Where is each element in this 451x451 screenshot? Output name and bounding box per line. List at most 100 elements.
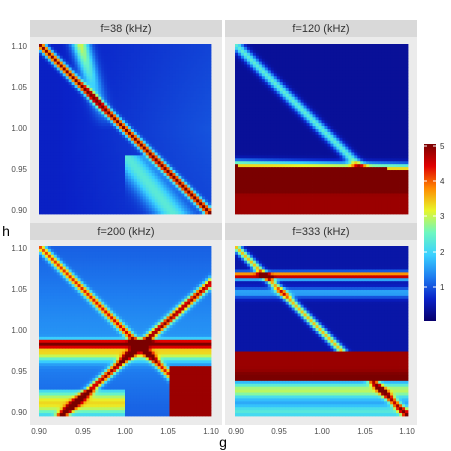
- heatmap-cell: [300, 172, 304, 177]
- heatmap-cell: [160, 82, 164, 86]
- heatmap-cell: [41, 199, 46, 203]
- heatmap-cell: [240, 129, 245, 133]
- heatmap-cell: [86, 87, 90, 92]
- heatmap-cell: [44, 178, 49, 183]
- heatmap-cell: [181, 193, 185, 197]
- heatmap-cell: [101, 208, 105, 212]
- heatmap-cell: [288, 187, 293, 191]
- heatmap-cell: [199, 181, 203, 186]
- heatmap-cell: [157, 190, 161, 194]
- heatmap-cell: [196, 73, 200, 77]
- heatmap-cell: [282, 44, 287, 48]
- heatmap-cell: [237, 208, 242, 212]
- heatmap-cell: [139, 73, 144, 77]
- heatmap-cell: [166, 111, 170, 115]
- heatmap-cell: [240, 205, 245, 209]
- heatmap-cell: [110, 187, 114, 191]
- heatmap-cell: [178, 181, 182, 186]
- heatmap-cell: [273, 44, 278, 48]
- heatmap-cell: [202, 208, 206, 212]
- heatmap-cell: [205, 158, 209, 162]
- heatmap-cell: [71, 178, 75, 183]
- heatmap-cell: [255, 181, 260, 186]
- heatmap-cell: [130, 108, 135, 112]
- heatmap-cell: [300, 73, 304, 77]
- heatmap-cell: [86, 205, 90, 209]
- heatmap-cell: [309, 184, 313, 189]
- heatmap-cell: [202, 152, 206, 156]
- heatmap-cell: [270, 111, 275, 115]
- heatmap-cell: [270, 190, 275, 194]
- heatmap-cell: [261, 208, 266, 212]
- heatmap-cell: [202, 64, 206, 68]
- heatmap-cell: [44, 202, 49, 206]
- heatmap-cell: [309, 175, 313, 180]
- heatmap-cell: [270, 134, 275, 139]
- heatmap-cell: [196, 184, 200, 189]
- heatmap-cell: [291, 134, 296, 139]
- heatmap-cell: [181, 158, 185, 162]
- heatmap-cell: [291, 140, 296, 145]
- heatmap-cell: [39, 170, 43, 174]
- heatmap-cell: [122, 140, 126, 145]
- heatmap-cell: [92, 170, 96, 174]
- heatmap-cell: [252, 129, 257, 133]
- heatmap-cell: [125, 85, 129, 89]
- heatmap-cell: [282, 58, 287, 62]
- heatmap-cell: [77, 90, 81, 95]
- heatmap-cell: [65, 87, 70, 92]
- heatmap-cell: [202, 61, 206, 65]
- heatmap-cell: [113, 170, 117, 174]
- heatmap-cell: [303, 164, 307, 168]
- heatmap-cell: [130, 175, 135, 180]
- heatmap-cell: [252, 105, 257, 109]
- heatmap-cell: [47, 155, 52, 159]
- heatmap-cell: [294, 131, 299, 136]
- heatmap-cell: [294, 87, 299, 92]
- heatmap-cell: [178, 158, 182, 162]
- heatmap-cell: [303, 170, 307, 174]
- heatmap-cell: [50, 117, 55, 121]
- heatmap-cell: [74, 85, 78, 89]
- heatmap-cell: [187, 181, 191, 186]
- heatmap-cell: [77, 58, 81, 62]
- heatmap-cell: [47, 134, 52, 139]
- heatmap-cell: [59, 102, 64, 106]
- heatmap-cell: [56, 172, 61, 177]
- heatmap-cell: [98, 137, 102, 142]
- heatmap-cell: [160, 123, 164, 127]
- heatmap-cell: [89, 170, 93, 174]
- heatmap-cell: [127, 155, 132, 159]
- heatmap-cell: [113, 85, 117, 89]
- heatmap-cell: [294, 187, 299, 191]
- heatmap-cell: [315, 175, 319, 180]
- heatmap-cell: [288, 96, 293, 101]
- heatmap-cell: [199, 117, 203, 121]
- heatmap-cell: [175, 134, 179, 139]
- heatmap-cell: [44, 44, 49, 48]
- heatmap-cell: [279, 64, 284, 68]
- heatmap-cell: [50, 175, 55, 180]
- heatmap-cell: [122, 211, 126, 215]
- heatmap-cell: [199, 149, 203, 153]
- heatmap-cell: [119, 114, 123, 118]
- heatmap-cell: [273, 123, 278, 127]
- heatmap-cell: [142, 158, 147, 162]
- heatmap-cell: [273, 196, 278, 200]
- heatmap-cell: [142, 196, 147, 200]
- heatmap-cell: [145, 46, 150, 51]
- heatmap-cell: [199, 120, 203, 124]
- heatmap-cell: [133, 73, 138, 77]
- strip-2-label: f=120 (kHz): [292, 23, 349, 35]
- heatmap-cell: [282, 67, 287, 71]
- heatmap-cell: [249, 79, 254, 83]
- heatmap-cell: [41, 205, 46, 209]
- heatmap-cell: [175, 46, 179, 51]
- heatmap-cell: [136, 202, 141, 206]
- heatmap-cell: [86, 117, 90, 121]
- heatmap-cell: [113, 143, 117, 147]
- heatmap-cell: [47, 131, 52, 136]
- heatmap-cell: [306, 67, 310, 71]
- heatmap-cell: [285, 172, 290, 177]
- heatmap-cell: [184, 64, 188, 68]
